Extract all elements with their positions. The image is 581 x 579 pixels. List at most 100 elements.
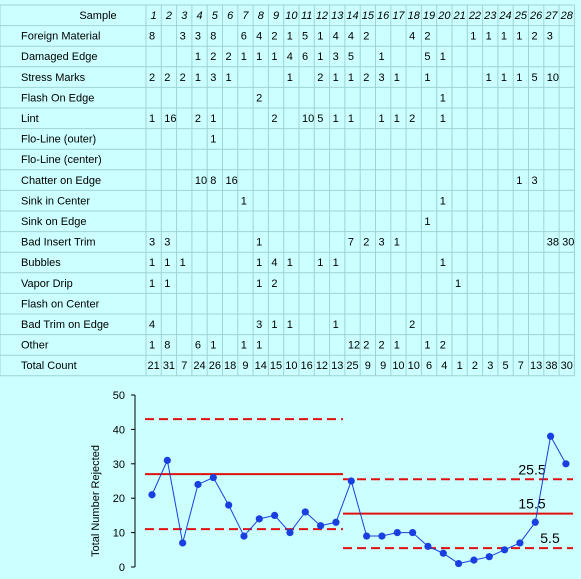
defect-count: 1 [241,340,247,352]
data-point [225,501,233,509]
defect-count: 1 [379,51,385,63]
defect-count: 2 [226,51,232,63]
defect-count: 1 [241,195,247,207]
y-tick-label: 20 [113,493,125,505]
defect-count: 2 [164,72,170,84]
defect-count: 10 [195,175,207,187]
defect-count: 1 [516,175,522,187]
sample-number: 3 [181,10,188,22]
sample-number: 8 [258,10,265,22]
defect-count: 4 [409,31,415,43]
sample-number: 6 [227,10,234,22]
defect-label: Bubbles [21,257,61,269]
defect-count: 16 [226,175,238,187]
defect-count: 3 [256,319,262,331]
defect-count: 1 [470,31,476,43]
total-count: 9 [365,360,371,372]
defect-count: 1 [348,72,354,84]
total-label: Total Count [21,360,77,372]
sample-number: 27 [544,10,558,22]
total-count: 13 [530,360,542,372]
defect-label: Bad Trim on Edge [21,319,109,331]
total-count: 6 [426,360,432,372]
defect-count: 2 [379,340,385,352]
defect-count: 1 [394,340,400,352]
total-count: 3 [487,360,493,372]
sample-number: 12 [316,10,328,22]
defect-count: 1 [149,340,155,352]
defect-label: Sink on Edge [21,216,86,228]
sample-number: 24 [498,10,511,22]
data-point [347,477,355,485]
defect-count: 2 [210,51,216,63]
defect-count: 3 [180,31,186,43]
total-count: 21 [148,360,160,372]
defect-count: 1 [501,31,507,43]
defect-count: 4 [271,257,277,269]
defect-count: 1 [287,257,293,269]
defect-count: 3 [149,237,155,249]
defect-label: Stress Marks [21,72,86,84]
y-tick-label: 0 [119,562,125,574]
defect-count: 8 [210,175,216,187]
defect-count: 1 [180,257,186,269]
defect-count: 1 [195,51,201,63]
control-limit-label: 25.5 [518,461,545,477]
defect-count: 5 [317,113,323,125]
data-point [179,539,187,547]
defect-count: 30 [562,237,574,249]
total-count: 26 [209,360,221,372]
total-count: 38 [545,360,557,372]
data-point [439,549,447,557]
defect-count: 8 [210,31,216,43]
sample-number: 7 [242,10,249,22]
defect-count: 1 [271,51,277,63]
defect-label: Flo-Line (outer) [21,134,96,146]
sample-number: 21 [453,10,466,22]
defect-count: 1 [424,340,430,352]
defect-count: 1 [394,237,400,249]
defect-count: 6 [195,340,201,352]
total-count: 1 [457,360,463,372]
total-count: 31 [163,360,175,372]
defect-count: 1 [379,113,385,125]
data-point [271,511,279,519]
defect-label: Other [21,340,49,352]
data-point [286,529,294,537]
defect-count: 16 [164,113,176,125]
defect-count: 8 [164,340,170,352]
defect-count: 1 [287,319,293,331]
total-count: 12 [316,360,328,372]
defect-count: 2 [180,72,186,84]
defect-count: 4 [287,51,293,63]
defect-count: 1 [241,51,247,63]
data-point [163,456,171,464]
defect-count: 1 [501,72,507,84]
defect-count: 1 [516,72,522,84]
defect-count: 1 [333,113,339,125]
defect-count: 2 [363,340,369,352]
total-count: 24 [193,360,205,372]
y-axis-title: Total Number Rejected [90,445,102,557]
sample-number: 23 [483,10,497,22]
data-point [378,532,386,540]
data-point [393,529,401,537]
total-count: 5 [502,360,508,372]
data-point [455,559,463,568]
data-point [500,546,509,554]
data-point [240,532,248,540]
sample-number: 9 [273,10,279,22]
defect-count: 1 [226,72,232,84]
defect-count: 1 [210,113,216,125]
total-count: 30 [561,360,573,372]
sample-number: 17 [392,10,405,22]
defect-count: 1 [440,51,446,63]
total-count: 13 [331,360,343,372]
total-count: 10 [408,360,420,372]
data-point [255,515,263,523]
defect-count: 1 [317,51,323,63]
defect-count: 4 [149,319,155,331]
defect-label: Sink in Center [21,195,90,207]
